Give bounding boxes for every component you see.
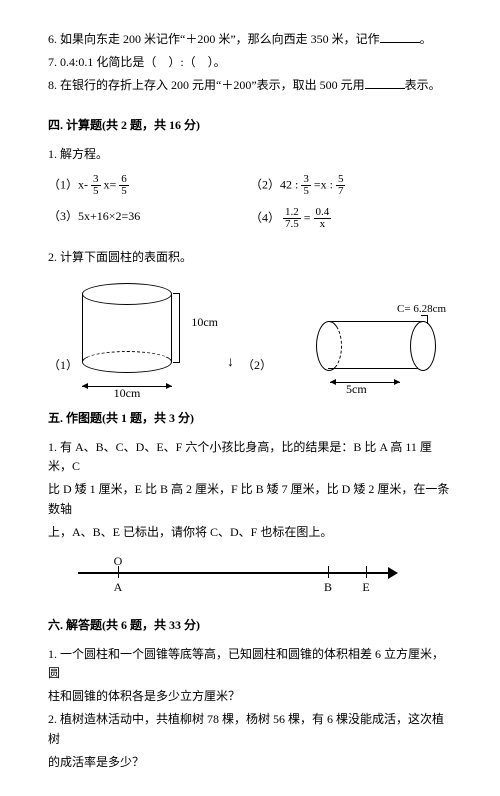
tick [366,566,367,578]
label-A: A [114,580,123,595]
height-label: 10cm [191,315,218,330]
frac: 65 [119,174,129,197]
s4-2: 2. 计算下面圆柱的表面积。 [48,248,452,267]
num: 0.4 [314,207,332,218]
height-bracket [173,293,180,363]
label-E: E [362,580,369,595]
num: 5 [336,174,346,185]
number-line: O A B E [78,556,398,596]
section-4-title: 四. 计算题(共 2 题，共 16 分) [48,116,452,133]
eq2: （2）42 : 35 =x : 57 [250,174,452,197]
frac: 35 [301,174,311,197]
blank [365,76,405,89]
q8b: 表示。 [405,78,441,92]
fig1-label: （1） [48,356,78,373]
bottom-ellipse [82,351,172,373]
s5-1c: 上，A、B、E 已标出，请你将 C、D、F 也标在图上。 [48,523,452,542]
s6-2b: 的成活率是多少？ [48,753,452,772]
width-label: 10cm [82,386,172,401]
left-ellipse [316,321,342,371]
tick [328,566,329,578]
s5-1a: 1. 有 A、B、C、D、E、F 六个小孩比身高，比的结果是：B 比 A 高 1… [48,438,452,476]
figures-row: （1） 10cm 10cm ↓ （2） C= 6.28cm 5cm [48,283,452,373]
side [171,294,172,362]
side [82,294,83,362]
right-ellipse [410,321,436,371]
den: 7 [336,185,346,197]
den: 7.5 [283,218,301,230]
eq-row-2: （3）5x+16×2=36 （4） 1.27.5 = 0.4x [48,207,452,230]
section-6-title: 六. 解答题(共 6 题，共 33 分) [48,616,452,633]
s5-1b: 比 D 矮 1 厘米，E 比 B 高 2 厘米，F 比 B 矮 7 厘米，比 D… [48,480,452,518]
den: 5 [301,185,311,197]
s6-1b: 柱和圆锥的体积各是多少立方厘米？ [48,687,452,706]
s4-1: 1. 解方程。 [48,145,452,164]
den: x [314,218,332,230]
eq4-label: （4） [250,210,280,224]
eq4-eq: = [304,210,314,224]
den: 5 [91,185,101,197]
eq1-label: （1）x- [48,177,88,191]
eq-row-1: （1）x- 35 x= 65 （2）42 : 35 =x : 57 [48,174,452,197]
s6-2a: 2. 植树造林活动中，共植柳树 78 棵，杨树 56 棵，有 6 棵没能成活，这… [48,710,452,748]
q6: 6. 如果向东走 200 米记作“＋200 米”，那么向西走 350 米，记作 。 [48,30,452,49]
section-5-title: 五. 作图题(共 1 题，共 3 分) [48,409,452,426]
frac: 35 [91,174,101,197]
q7: 7. 0.4:0.1 化简比是（ ）:（ ）。 [48,53,452,72]
c-tick [421,315,428,324]
eq1: （1）x- 35 x= 65 [48,174,250,197]
num: 3 [301,174,311,185]
cylinder-upright: 10cm 10cm ↓ [82,283,172,373]
label-O: O [114,554,123,569]
down-arrow-icon: ↓ [227,355,234,371]
num: 6 [119,174,129,185]
den: 5 [119,185,129,197]
eq4: （4） 1.27.5 = 0.4x [250,207,452,230]
q8: 8. 在银行的存折上存入 200 元用“＋200”表示，取出 500 元用 表示。 [48,76,452,95]
circumference-label: C= 6.28cm [397,303,446,315]
frac: 0.4x [314,207,332,230]
num: 1.2 [283,207,301,218]
eq1-mid: x= [104,177,120,191]
frac: 1.27.5 [283,207,301,230]
frac: 57 [336,174,346,197]
fig2-label: （2） [242,356,272,373]
eq2-mid: =x : [314,177,336,191]
blank [380,30,420,43]
q6-end: 。 [420,32,432,46]
q8a: 8. 在银行的存折上存入 200 元用“＋200”表示，取出 500 元用 [48,78,365,92]
axis-line [78,572,390,574]
top-ellipse [82,283,172,305]
arrow-icon [388,567,398,579]
page: 6. 如果向东走 200 米记作“＋200 米”，那么向西走 350 米，记作 。… [0,0,500,796]
eq3: （3）5x+16×2=36 [48,207,250,230]
num: 3 [91,174,101,185]
label-B: B [324,580,332,595]
cylinder-lying: C= 6.28cm 5cm [316,317,436,373]
s6-1a: 1. 一个圆柱和一个圆锥等底等高，已知圆柱和圆锥的体积相差 6 立方厘米，圆 [48,645,452,683]
eq2-label: （2）42 : [250,177,301,191]
width-label: 5cm [346,382,367,397]
q6-text: 6. 如果向东走 200 米记作“＋200 米”，那么向西走 350 米，记作 [48,32,380,46]
